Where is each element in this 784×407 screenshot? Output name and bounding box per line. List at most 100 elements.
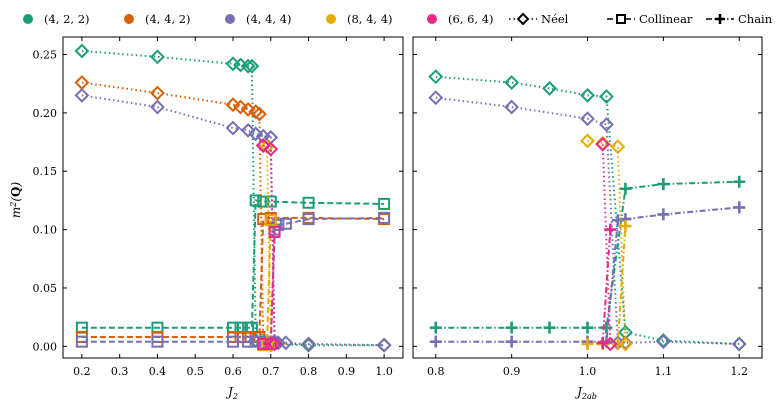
point-4-4-4-chain bbox=[429, 335, 442, 348]
point-4-4-4-n-el bbox=[504, 99, 520, 115]
series-4-4-4-n-el bbox=[74, 87, 392, 353]
point-4-2-2-chain bbox=[429, 321, 442, 334]
x-tick-label: 0.4 bbox=[149, 365, 167, 378]
series-line-6-6-4-n-el bbox=[601, 144, 612, 345]
series-line-8-4-4-collinear bbox=[263, 220, 272, 347]
panel-left-series bbox=[74, 43, 392, 353]
series-line-4-4-4-n-el bbox=[81, 94, 385, 347]
point-4-4-4-collinear bbox=[249, 335, 262, 348]
panel-left: 0.2 0.3 0.4 0.5 0.6 0.7 0.8 0.9 1.0 0.00 0.05 0.10 0… bbox=[9, 36, 404, 401]
point-4-4-4-n-el bbox=[428, 90, 444, 106]
point-6-6-4-collinear bbox=[257, 337, 270, 350]
point-4-4-4-n-el bbox=[150, 99, 165, 115]
legend-swatch-4-2-2 bbox=[23, 14, 33, 24]
legend-swatch-4-4-4 bbox=[225, 14, 235, 24]
panel-left-axes: 0.2 0.3 0.4 0.5 0.6 0.7 0.8 0.9 1.0 0.00 0.05 0.10 0… bbox=[33, 37, 403, 378]
point-6-6-4-chain bbox=[596, 336, 609, 349]
point-4-4-4-n-el bbox=[580, 111, 595, 127]
series-6-6-4-collinear bbox=[257, 225, 281, 350]
legend-label-collinear: Collinear bbox=[639, 12, 693, 26]
point-4-4-4-collinear bbox=[227, 335, 239, 348]
legend-marker-chain bbox=[715, 14, 725, 24]
point-4-4-4-chain bbox=[733, 201, 746, 214]
series-4-2-2-n-el bbox=[74, 43, 392, 353]
x-tick-label: 1.0 bbox=[375, 365, 393, 378]
point-4-4-2-n-el bbox=[225, 97, 241, 113]
y-axis-title: m2(Q) bbox=[9, 182, 24, 219]
x-tick-label: 0.8 bbox=[300, 365, 318, 378]
point-4-4-2-n-el bbox=[252, 106, 267, 122]
x-tick-label: 0.5 bbox=[186, 365, 204, 378]
point-4-2-2-n-el bbox=[428, 69, 444, 85]
point-4-4-4-n-el bbox=[301, 336, 316, 352]
point-8-4-4-n-el bbox=[580, 133, 595, 149]
point-4-2-2-n-el bbox=[580, 87, 595, 103]
panel-right: 0.8 0.9 1.0 1.1 1.2 J2ab bbox=[412, 36, 763, 401]
legend-swatch-6-6-4 bbox=[427, 14, 437, 24]
series-4-2-2-collinear bbox=[75, 194, 391, 334]
point-4-4-4-n-el bbox=[731, 336, 747, 352]
point-8-4-4-collinear bbox=[264, 214, 277, 227]
series-4-4-2-n-el bbox=[74, 75, 392, 353]
y-tick-label: 0.25 bbox=[33, 49, 58, 62]
x-tick-label: 0.8 bbox=[427, 365, 445, 378]
point-4-2-2-n-el bbox=[542, 80, 557, 96]
point-4-2-2-collinear bbox=[378, 197, 391, 210]
y-tick-label: 0.05 bbox=[33, 282, 58, 295]
series-line-4-4-4-chain bbox=[435, 206, 740, 343]
legend-marker-collinear bbox=[616, 14, 626, 24]
point-6-6-4-n-el bbox=[263, 141, 279, 157]
x-axis-title-left: J2 bbox=[225, 385, 238, 401]
series-4-4-4-collinear bbox=[75, 211, 391, 348]
point-4-4-4-collinear bbox=[242, 335, 255, 348]
point-4-4-2-n-el bbox=[240, 101, 256, 117]
point-4-4-4-n-el bbox=[599, 117, 614, 132]
point-4-4-4-chain bbox=[657, 208, 670, 221]
point-4-4-4-n-el bbox=[240, 122, 256, 138]
legend-swatch-4-4-2 bbox=[124, 14, 134, 24]
y-tick-label: 0.20 bbox=[33, 107, 58, 120]
point-4-4-4-n-el bbox=[655, 334, 671, 350]
x-tick-label: 1.1 bbox=[655, 365, 673, 378]
point-4-4-4-n-el bbox=[225, 120, 241, 136]
series-4-4-4-n-el bbox=[428, 90, 747, 352]
x-tick-label: 0.9 bbox=[338, 365, 356, 378]
series-4-2-2-chain bbox=[429, 175, 746, 334]
point-8-4-4-chain bbox=[619, 220, 632, 233]
point-4-2-2-n-el bbox=[504, 75, 520, 90]
legend-label-4-4-4: (4, 4, 4) bbox=[246, 12, 292, 26]
legend-label-chain: Chain bbox=[738, 12, 773, 26]
series-line-6-6-4-n-el bbox=[262, 144, 276, 345]
series-8-4-4-n-el bbox=[580, 133, 633, 352]
point-4-4-4-n-el bbox=[248, 126, 264, 142]
point-4-4-2-n-el bbox=[248, 104, 264, 120]
series-line-4-2-2-chain bbox=[435, 180, 740, 329]
point-4-4-2-n-el bbox=[74, 75, 90, 90]
legend-label-n-el: Néel bbox=[541, 12, 569, 26]
point-4-2-2-n-el bbox=[599, 89, 614, 104]
point-6-6-4-n-el bbox=[595, 136, 611, 152]
point-4-2-2-collinear bbox=[264, 195, 277, 208]
y-tick-label: 0.15 bbox=[33, 165, 58, 178]
point-6-6-4-collinear bbox=[268, 225, 281, 238]
point-4-4-4-chain bbox=[505, 335, 518, 348]
legend-marker-n-el bbox=[516, 12, 530, 26]
legend-swatch-8-4-4 bbox=[326, 14, 336, 24]
point-8-4-4-chain bbox=[581, 337, 594, 350]
point-4-4-4-n-el bbox=[74, 87, 90, 103]
point-4-4-4-collinear bbox=[378, 211, 391, 224]
point-4-2-2-chain bbox=[733, 175, 746, 188]
point-6-6-4-collinear bbox=[264, 337, 277, 350]
series-line-4-2-2-n-el bbox=[435, 75, 740, 345]
point-4-4-4-n-el bbox=[278, 335, 294, 351]
legend: (4, 2, 2) (4, 4, 2) (4, 4, 4) (8, 4, 4) (6, … bbox=[23, 12, 773, 26]
series-6-6-4-chain bbox=[596, 223, 617, 349]
point-4-4-4-collinear bbox=[302, 213, 315, 226]
legend-label-6-6-4: (6, 6, 4) bbox=[448, 12, 494, 26]
point-4-2-2-chain bbox=[657, 178, 670, 191]
x-tick-label: 1.2 bbox=[730, 365, 748, 378]
series-line-4-4-2-collinear bbox=[81, 216, 385, 338]
legend-label-4-4-2: (4, 4, 2) bbox=[145, 12, 191, 26]
point-4-4-2-n-el bbox=[150, 85, 165, 101]
point-4-2-2-n-el bbox=[74, 43, 90, 59]
